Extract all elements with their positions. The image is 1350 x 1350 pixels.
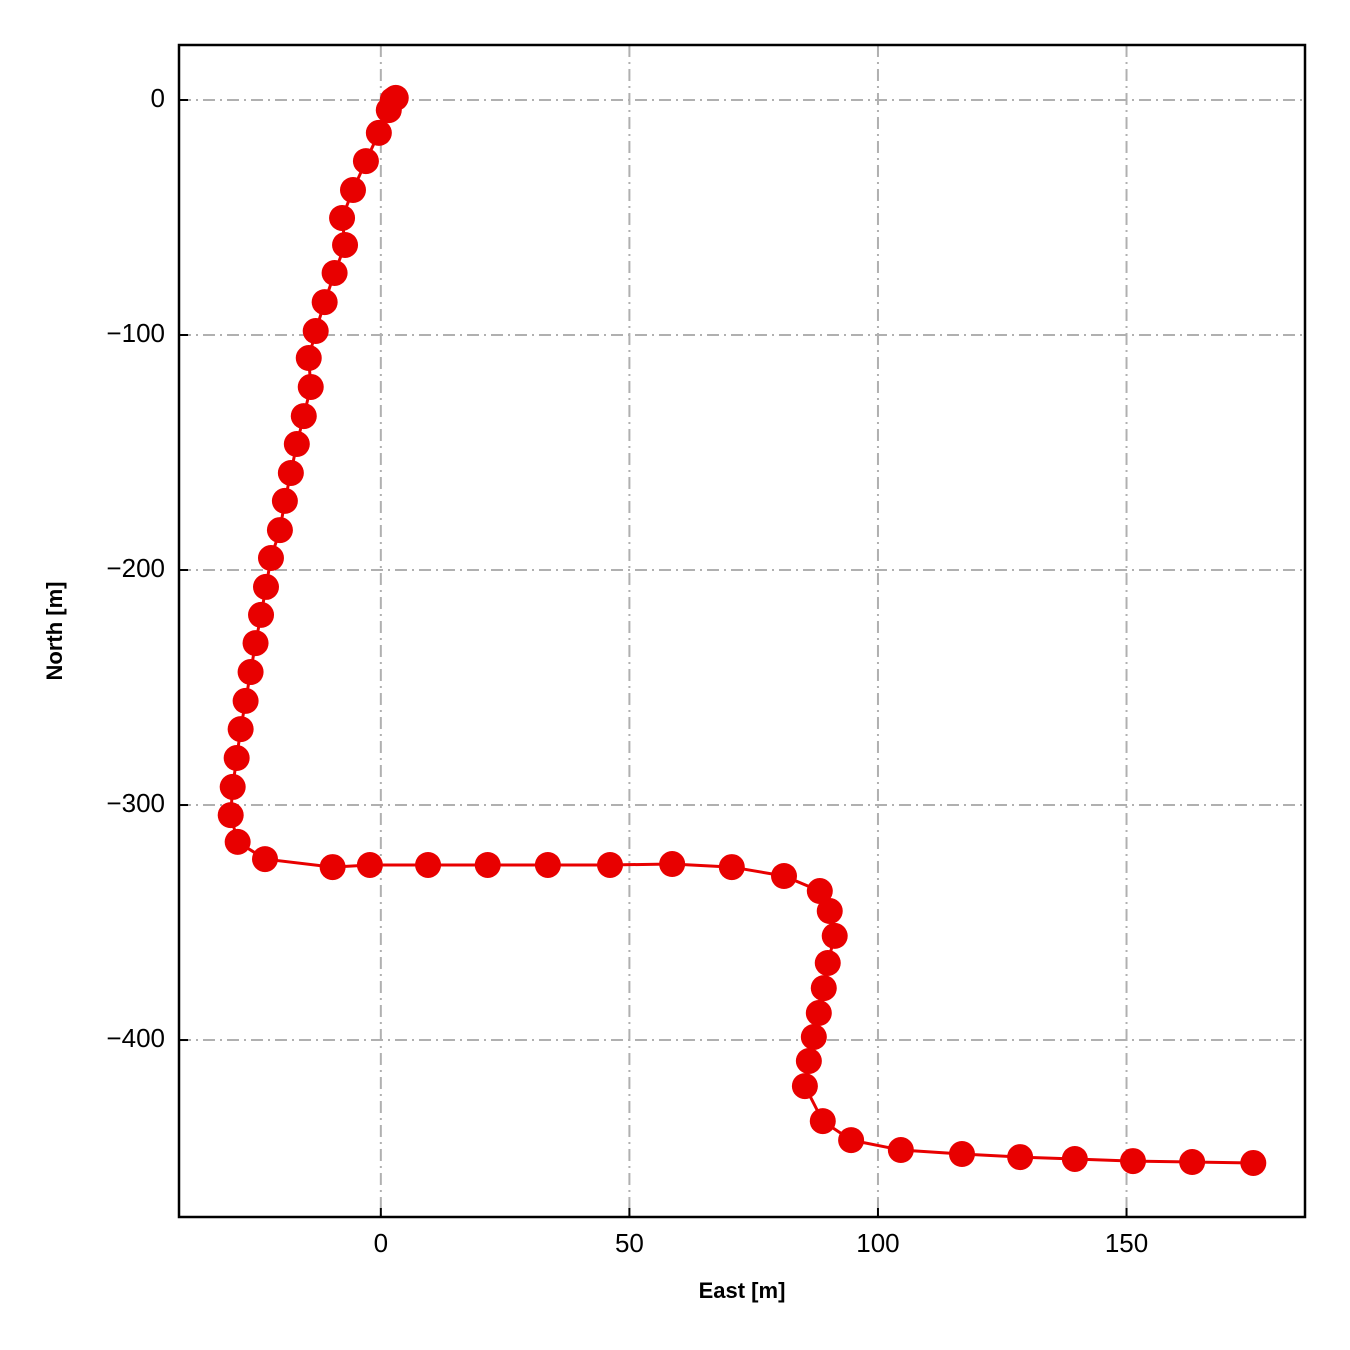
marker xyxy=(375,97,402,124)
y-tick-label: 0 xyxy=(151,83,165,113)
y-tick-label: −300 xyxy=(106,788,165,818)
marker xyxy=(795,1047,822,1074)
marker xyxy=(356,851,383,878)
marker xyxy=(816,898,843,925)
y-tick-label: −400 xyxy=(106,1023,165,1053)
marker xyxy=(810,975,837,1002)
marker xyxy=(474,851,501,878)
marker xyxy=(1119,1148,1146,1175)
marker xyxy=(821,922,848,949)
marker xyxy=(232,687,259,714)
marker xyxy=(339,177,366,204)
marker xyxy=(948,1141,975,1168)
marker xyxy=(295,345,322,372)
marker xyxy=(311,289,338,316)
marker xyxy=(227,716,254,743)
marker xyxy=(659,851,686,878)
marker xyxy=(791,1073,818,1100)
x-axis-label: East [m] xyxy=(699,1278,786,1303)
y-axis-label: North [m] xyxy=(42,582,67,681)
y-tick-label: −200 xyxy=(106,553,165,583)
marker xyxy=(805,1000,832,1027)
trajectory-line xyxy=(229,96,1254,1165)
marker xyxy=(248,601,275,628)
marker xyxy=(800,1023,827,1050)
marker xyxy=(597,851,624,878)
marker xyxy=(224,828,251,855)
marker xyxy=(277,459,304,486)
marker xyxy=(806,878,833,905)
marker xyxy=(252,846,279,873)
marker xyxy=(771,862,798,889)
marker xyxy=(237,659,264,686)
marker xyxy=(415,851,442,878)
plot-frame xyxy=(177,43,1307,1219)
marker xyxy=(223,745,250,772)
marker xyxy=(219,773,246,800)
marker xyxy=(332,231,359,258)
marker xyxy=(365,119,392,146)
marker xyxy=(283,431,310,458)
marker xyxy=(319,854,346,881)
marker xyxy=(329,204,356,231)
marker xyxy=(887,1137,914,1164)
marker xyxy=(534,851,561,878)
marker xyxy=(1240,1149,1267,1176)
marker xyxy=(257,545,284,572)
marker xyxy=(242,630,269,657)
x-tick-label: 100 xyxy=(856,1228,899,1258)
marker xyxy=(217,802,244,829)
y-tick-label: −100 xyxy=(106,318,165,348)
x-tick-label: 0 xyxy=(374,1228,388,1258)
marker xyxy=(252,573,279,600)
marker xyxy=(718,854,745,881)
marker xyxy=(290,403,317,430)
marker xyxy=(297,373,324,400)
marker xyxy=(352,148,379,175)
marker xyxy=(271,487,298,514)
marker xyxy=(321,259,348,286)
x-tick-label: 50 xyxy=(615,1228,644,1258)
marker xyxy=(809,1108,836,1135)
marker xyxy=(302,318,329,345)
marker xyxy=(814,949,841,976)
marker xyxy=(1061,1145,1088,1172)
x-tick-label: 150 xyxy=(1105,1228,1148,1258)
marker xyxy=(838,1127,865,1154)
marker xyxy=(266,517,293,544)
marker xyxy=(1179,1149,1206,1176)
marker xyxy=(1007,1144,1034,1171)
